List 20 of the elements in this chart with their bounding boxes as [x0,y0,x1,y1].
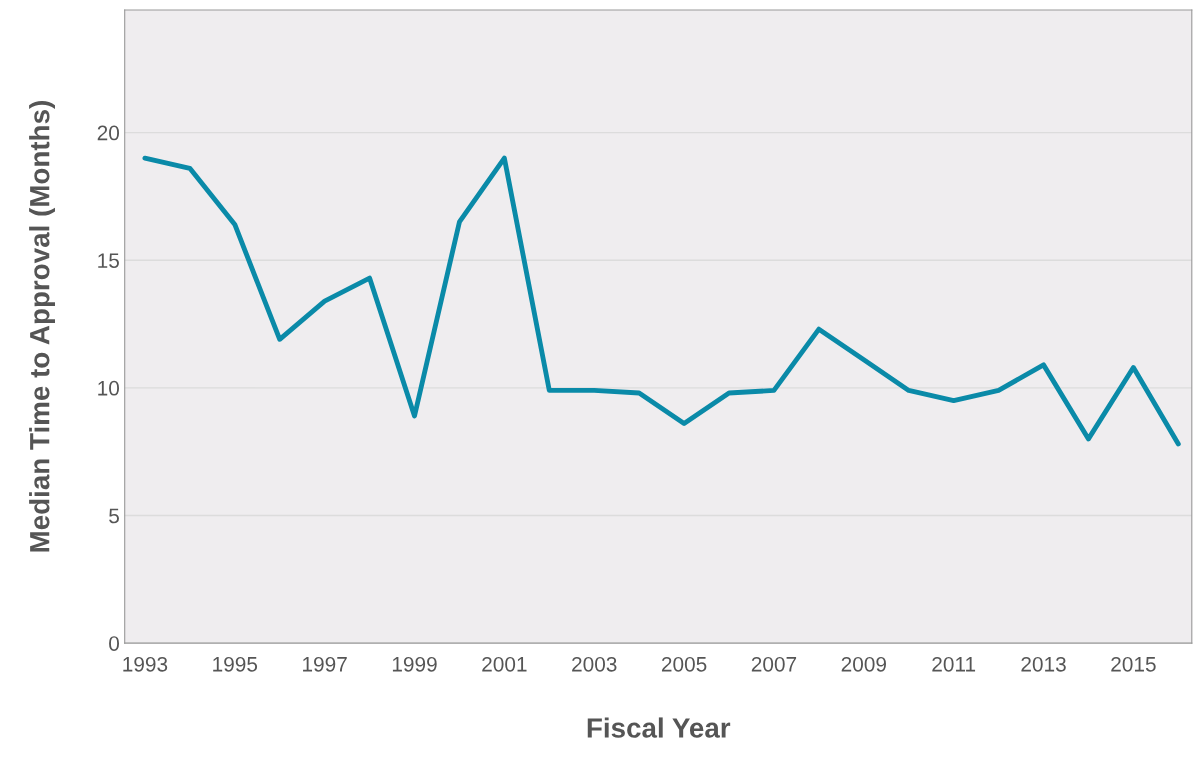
x-tick-label: 2007 [751,656,797,672]
x-tick-label: 2015 [1111,656,1156,672]
y-tick-label: 15 [98,253,119,268]
x-tick-label: 1993 [123,656,168,672]
x-tick-label: 2013 [1021,656,1066,672]
x-tick-label: 2009 [841,656,886,672]
x-tick-label: 1997 [303,656,347,672]
y-tick-label: 0 [109,636,120,651]
x-axis-title: Fiscal Year [587,717,731,738]
x-tick-label: 2003 [572,656,617,672]
x-tick-label: 1995 [213,656,258,672]
y-tick-label: 10 [98,380,120,396]
x-tick-label: 1999 [392,656,437,672]
y-tick-label: 20 [97,125,120,141]
x-tick-label: 2001 [482,656,527,672]
y-axis-title: Median Time to Approval (Months) [29,101,55,552]
x-tick-label: 2005 [661,656,707,672]
y-tick-label: 5 [109,508,119,524]
x-tick-label: 2011 [932,656,976,672]
line-series [142,155,1181,447]
